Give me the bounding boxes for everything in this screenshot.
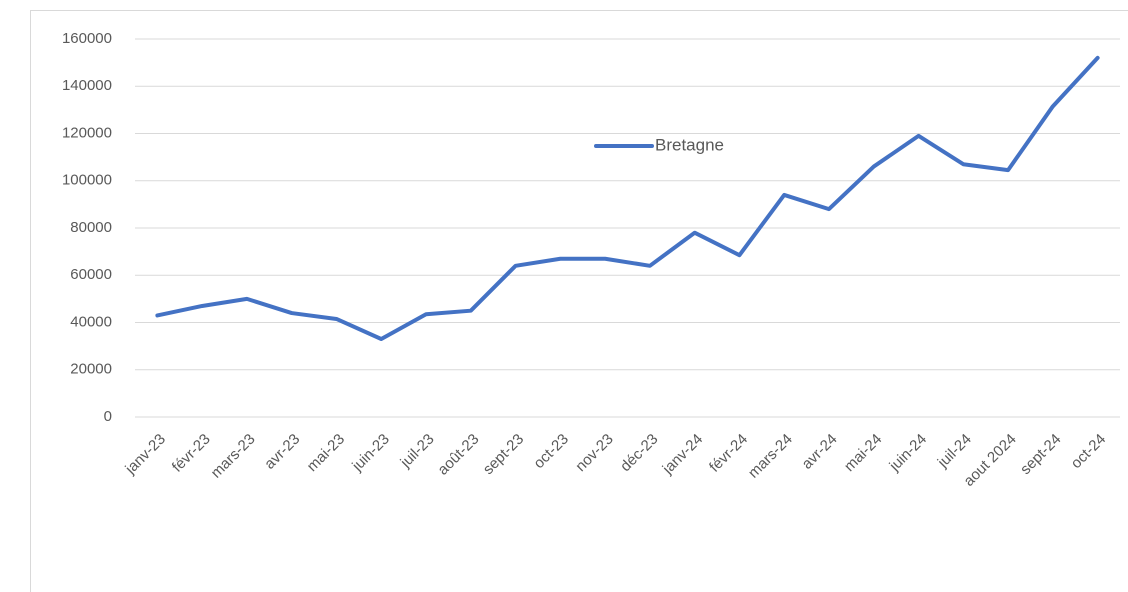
x-tick-label: juil-24 <box>934 431 975 472</box>
y-tick-label: 120000 <box>62 124 112 141</box>
x-tick-label: sept-24 <box>1017 431 1064 478</box>
x-tick-label: mars-23 <box>208 431 259 482</box>
y-tick-label: 0 <box>104 408 112 425</box>
y-tick-label: 20000 <box>70 361 112 378</box>
x-tick-label: déc-23 <box>617 431 661 475</box>
y-tick-label: 80000 <box>70 219 112 236</box>
line-series <box>155 55 1100 342</box>
x-tick-label: janv-24 <box>659 431 707 479</box>
x-tick-label: août-23 <box>434 431 482 479</box>
y-tick-label: 160000 <box>62 30 112 47</box>
y-tick-label: 60000 <box>70 266 112 283</box>
x-tick-label: juil-23 <box>397 431 438 472</box>
x-tick-label: janv-23 <box>122 431 170 479</box>
x-tick-label: juin-24 <box>886 431 931 476</box>
x-tick-label: mars-24 <box>745 431 796 482</box>
x-tick-label: oct-23 <box>530 431 572 473</box>
y-tick-label: 100000 <box>62 172 112 189</box>
x-tick-label: avr-24 <box>799 431 841 473</box>
x-tick-label: oct-24 <box>1068 431 1110 473</box>
legend-label: Bretagne <box>655 135 724 154</box>
x-tick-label: avr-23 <box>261 431 303 473</box>
chart-frame <box>30 10 1128 592</box>
x-tick-label: juin-23 <box>348 431 393 476</box>
y-tick-label: 140000 <box>62 77 112 94</box>
y-tick-label: 40000 <box>70 313 112 330</box>
x-tick-label: sept-23 <box>480 431 527 478</box>
x-tick-label: mai-24 <box>841 431 885 475</box>
x-tick-label: nov-23 <box>572 431 616 475</box>
x-tick-label: mai-23 <box>304 431 348 475</box>
